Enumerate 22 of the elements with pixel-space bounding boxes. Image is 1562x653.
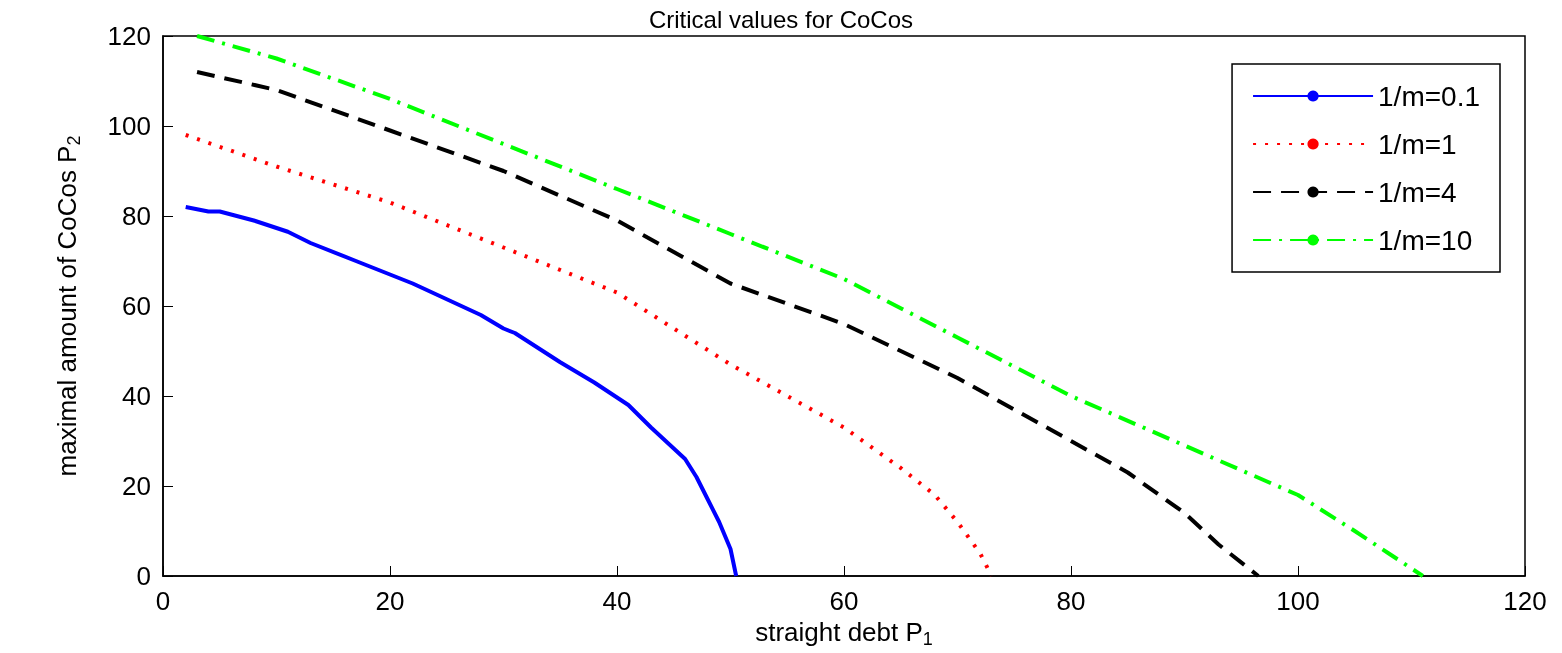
chart-title: Critical values for CoCos (648, 5, 914, 33)
y-tick-label: 20 (122, 471, 151, 501)
x-tick-label: 80 (1056, 586, 1086, 616)
legend-label: 1/m=10 (1378, 224, 1473, 256)
line-series (183, 133, 994, 578)
legend-label: 1/m=0.1 (1378, 80, 1480, 112)
x-tick-label: 0 (155, 586, 171, 616)
line-series (183, 205, 739, 578)
x-tick-label: 40 (602, 586, 632, 616)
y-tick-label: 100 (107, 111, 151, 141)
y-tick-label: 80 (122, 201, 151, 231)
y-tick-label: 120 (107, 21, 151, 51)
y-axis-title: maximal amount of CoCos P2 (52, 135, 84, 477)
x-tick-label: 100 (1276, 586, 1320, 616)
x-tick-label: 20 (375, 586, 405, 616)
legend-label: 1/m=1 (1378, 128, 1457, 160)
y-tick-label: 40 (122, 381, 151, 411)
legend-label: 1/m=4 (1378, 176, 1457, 208)
x-tick-label: 60 (829, 586, 859, 616)
y-tick-label: 60 (122, 291, 151, 321)
y-tick-label: 0 (136, 561, 151, 591)
x-tick-label: 120 (1503, 586, 1547, 616)
